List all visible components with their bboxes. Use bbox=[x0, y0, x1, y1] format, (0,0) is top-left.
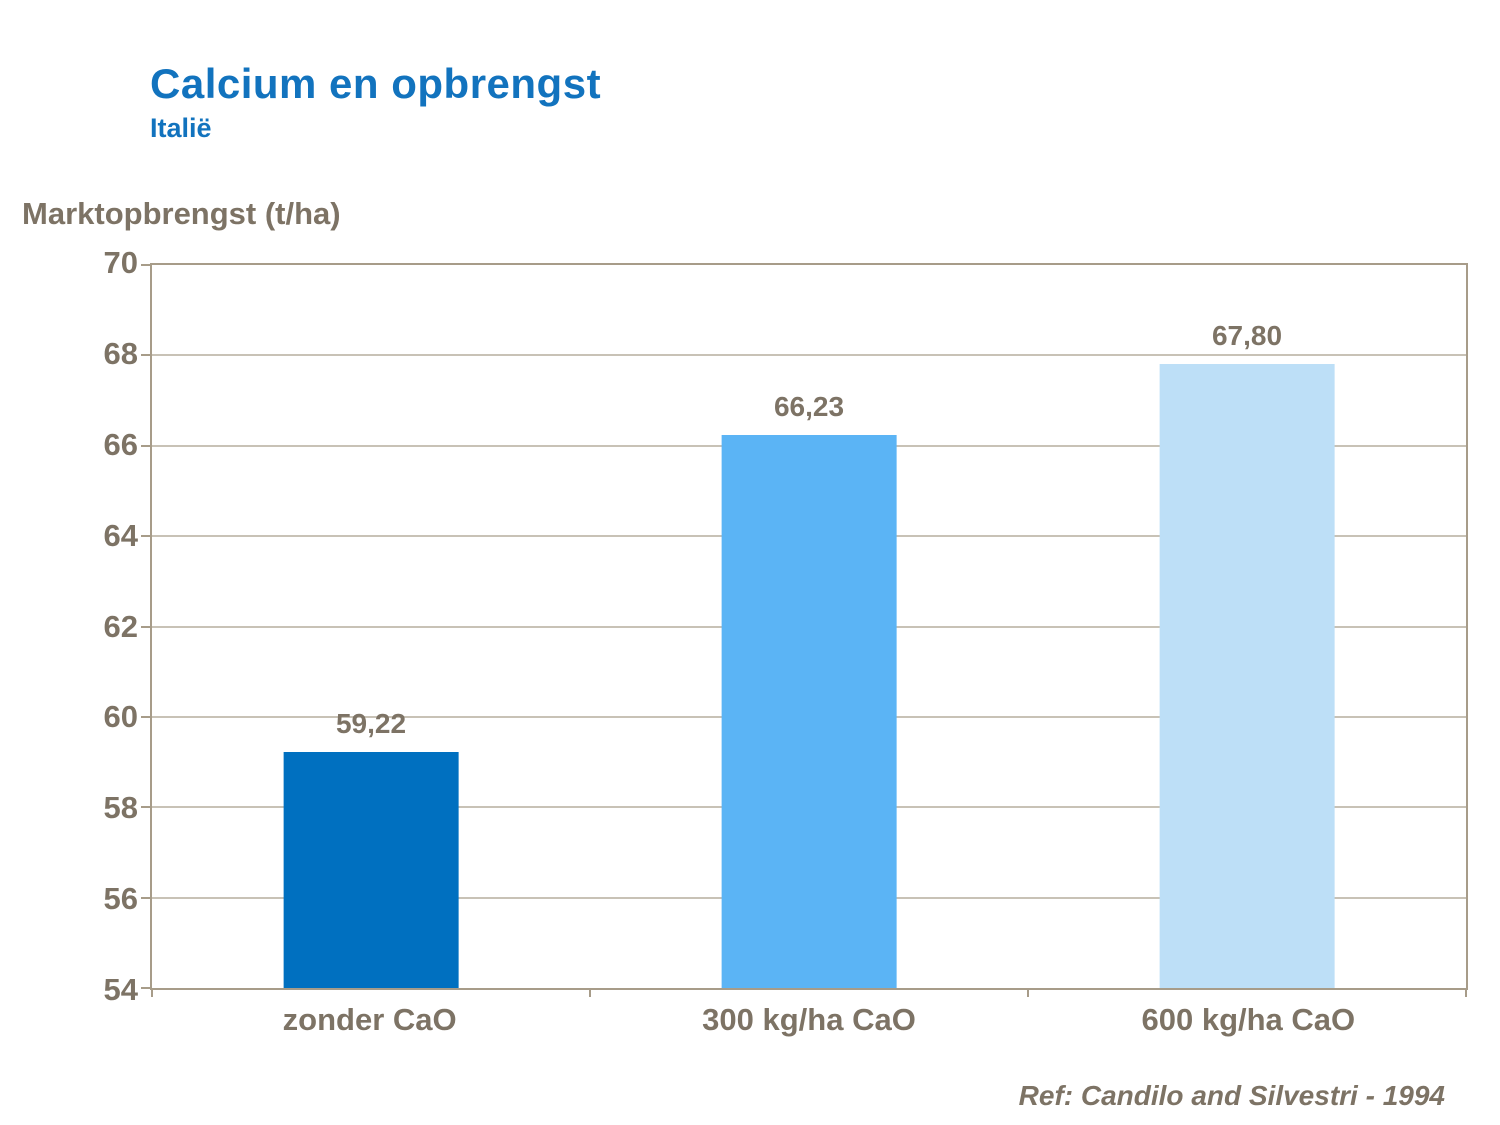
plot-area: 59,22 66,23 67,80 bbox=[141, 263, 1468, 997]
y-tick-mark bbox=[141, 264, 150, 266]
y-tick-mark bbox=[141, 625, 150, 628]
y-axis-label: Marktopbrengst (t/ha) bbox=[22, 196, 341, 231]
y-tick-mark bbox=[141, 896, 150, 899]
x-category-label: 600 kg/ha CaO bbox=[1141, 1002, 1356, 1037]
y-tick-mark bbox=[141, 535, 150, 538]
bar-value-label: 66,23 bbox=[773, 391, 845, 423]
y-tick-mark bbox=[141, 806, 150, 809]
reference-text: Ref: Candilo and Silvestri - 1994 bbox=[1018, 1080, 1445, 1111]
x-category-label: zonder CaO bbox=[282, 1002, 457, 1037]
x-tick-mark bbox=[1027, 988, 1029, 997]
bar bbox=[1159, 364, 1335, 988]
bar-value-label: 67,80 bbox=[1211, 320, 1283, 352]
y-tick-mark bbox=[141, 444, 150, 447]
y-tick-label: 62 bbox=[103, 608, 138, 644]
bar bbox=[283, 752, 459, 988]
x-tick-mark bbox=[151, 988, 153, 997]
y-tick-mark bbox=[141, 987, 150, 989]
x-axis-labels: zonder CaO 300 kg/ha CaO 600 kg/ha CaO bbox=[150, 1002, 1468, 1052]
y-tick-label: 60 bbox=[103, 699, 138, 735]
y-tick-label: 68 bbox=[103, 335, 138, 371]
y-tick-label: 54 bbox=[103, 972, 138, 1007]
y-tick-label: 56 bbox=[103, 881, 138, 917]
x-category-label: 300 kg/ha CaO bbox=[702, 1002, 916, 1037]
chart-subtitle: Italië bbox=[150, 113, 212, 143]
y-axis-tick-labels: 54 56 58 60 62 64 66 68 70 bbox=[0, 245, 138, 1007]
y-tick-label: 66 bbox=[103, 426, 138, 462]
gridline bbox=[152, 354, 1466, 357]
y-tick-mark bbox=[141, 715, 150, 718]
y-tick-label: 70 bbox=[103, 245, 138, 280]
chart-title: Calcium en opbrengst bbox=[150, 60, 602, 107]
y-tick-mark bbox=[141, 354, 150, 357]
bar-value-label: 59,22 bbox=[335, 708, 407, 740]
bar bbox=[721, 435, 897, 988]
x-tick-mark bbox=[589, 988, 591, 997]
x-tick-mark bbox=[1465, 988, 1467, 997]
y-tick-label: 58 bbox=[103, 790, 138, 826]
y-tick-label: 64 bbox=[103, 517, 138, 553]
